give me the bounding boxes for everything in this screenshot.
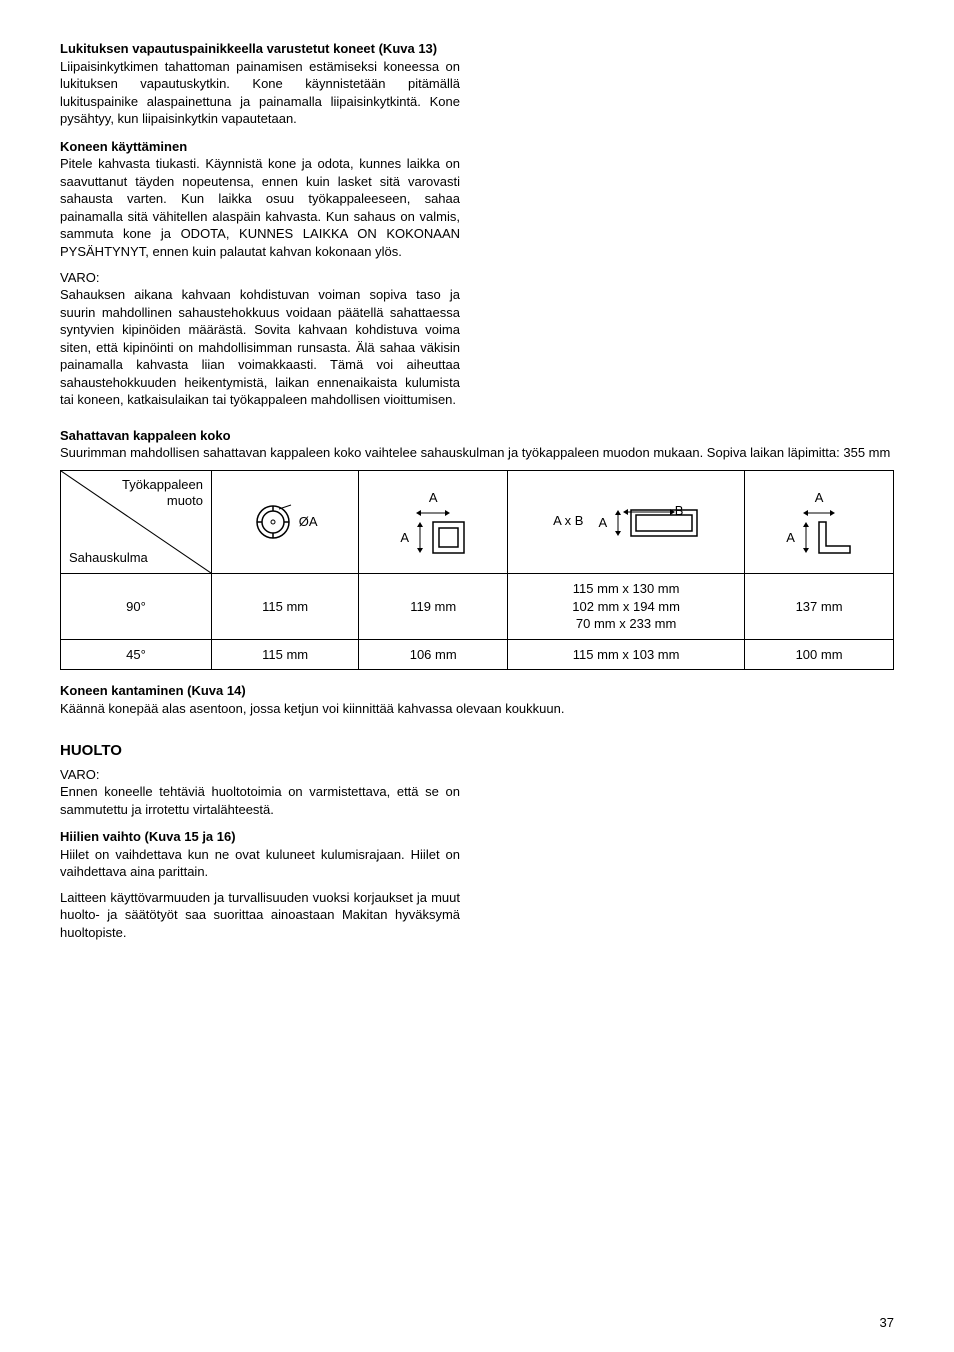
rect-tube-icon (629, 508, 699, 538)
angle-cell: 45° (61, 639, 212, 670)
value-cell: 100 mm (745, 639, 894, 670)
value-cell: 106 mm (359, 639, 508, 670)
col3-label-top: A (429, 489, 438, 507)
angle-icon (817, 520, 852, 555)
col3-header: A A (359, 471, 508, 574)
circle-icon (253, 502, 293, 542)
section3-heading: Sahattavan kappaleen koko (60, 427, 894, 445)
dimensions-table: Työkappaleen muoto Sahauskulma (60, 470, 894, 670)
value-cell: 115 mm x 130 mm 102 mm x 194 mm 70 mm x … (508, 574, 745, 640)
table-diag-header: Työkappaleen muoto Sahauskulma (61, 471, 212, 574)
col2-header: ØA (212, 471, 359, 574)
diag-bottom-label: Sahauskulma (69, 549, 148, 567)
col5-header: A A (745, 471, 894, 574)
varo1-body: Sahauksen aikana kahvaan kohdistuvan voi… (60, 286, 460, 409)
page-number: 37 (880, 1314, 894, 1332)
table-row: 90° 115 mm 119 mm 115 mm x 130 mm 102 mm… (61, 574, 894, 640)
huolto-title: HUOLTO (60, 741, 460, 761)
section5-body1: Hiilet on vaihdettava kun ne ovat kulune… (60, 846, 460, 881)
col4-label-a: A (598, 514, 607, 532)
col5-label-left: A (786, 529, 795, 547)
section4-heading: Koneen kantaminen (Kuva 14) (60, 682, 894, 700)
diag-top-label: Työkappaleen muoto (122, 477, 203, 508)
col4-label-top: A x B (553, 506, 583, 530)
huolto-varo-body: Ennen koneelle tehtäviä huoltotoimia on … (60, 783, 460, 818)
section2-heading: Koneen käyttäminen (60, 138, 460, 156)
col3-label-left: A (400, 529, 409, 547)
col4-label-b: B (675, 502, 684, 520)
value-cell: 115 mm (212, 574, 359, 640)
value-cell: 119 mm (359, 574, 508, 640)
section4-body: Käännä konepää alas asentoon, jossa ketj… (60, 700, 894, 718)
section3-intro: Suurimman mahdollisen sahattavan kappale… (60, 444, 894, 462)
square-tube-icon (431, 520, 466, 555)
col5-label-top: A (815, 489, 824, 507)
section1-heading: Lukituksen vapautuspainikkeella varustet… (60, 40, 460, 58)
varo1-label: VARO: (60, 269, 460, 287)
huolto-varo-label: VARO: (60, 766, 460, 784)
angle-cell: 90° (61, 574, 212, 640)
section1-body: Liipaisinkytkimen tahattoman painamisen … (60, 58, 460, 128)
table-row: 45° 115 mm 106 mm 115 mm x 103 mm 100 mm (61, 639, 894, 670)
value-cell: 115 mm (212, 639, 359, 670)
value-cell: 115 mm x 103 mm (508, 639, 745, 670)
col4-header: A x B B A (508, 471, 745, 574)
value-cell: 137 mm (745, 574, 894, 640)
section5-body2: Laitteen käyttövarmuuden ja turvallisuud… (60, 889, 460, 942)
col2-label: ØA (299, 513, 318, 531)
section5-heading: Hiilien vaihto (Kuva 15 ja 16) (60, 828, 460, 846)
section2-body: Pitele kahvasta tiukasti. Käynnistä kone… (60, 155, 460, 260)
